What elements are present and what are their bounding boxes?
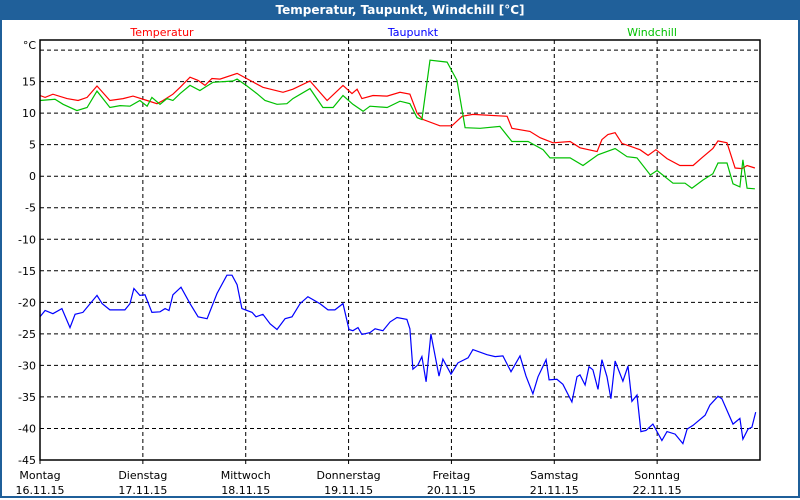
x-tick-date: 20.11.15 [427, 484, 476, 497]
x-tick-day: Dienstag [118, 469, 167, 482]
y-tick-label: -45 [18, 454, 36, 467]
legend-temperatur: Temperatur [129, 26, 194, 39]
y-tick-label: -5 [25, 202, 36, 215]
x-tick-date: 19.11.15 [324, 484, 373, 497]
x-tick-day: Donnerstag [316, 469, 380, 482]
x-tick-day: Montag [19, 469, 60, 482]
x-tick-day: Mittwoch [221, 469, 271, 482]
x-tick-date: 21.11.15 [530, 484, 579, 497]
y-axis-unit: °C [23, 39, 37, 52]
x-tick-date: 16.11.15 [16, 484, 65, 497]
y-tick-label: 5 [29, 139, 36, 152]
y-tick-label: -15 [18, 265, 36, 278]
series-line-temperatur [39, 72, 756, 170]
y-tick-label: -35 [18, 391, 36, 404]
legend-taupunkt: Taupunkt [387, 26, 439, 39]
x-tick-date: 18.11.15 [221, 484, 270, 497]
series-line-taupunkt [39, 274, 757, 445]
x-tick-day: Sonntag [634, 469, 680, 482]
grid [40, 40, 760, 461]
y-tick-label: -20 [18, 296, 36, 309]
x-axis: Montag 16.11.15 Dienstag 17.11.15 Mittwoch 18… [16, 460, 682, 497]
y-tick-label: 0 [29, 170, 36, 183]
y-tick-label: -30 [18, 359, 36, 372]
y-tick-label: -40 [18, 422, 36, 435]
plot-frame [39, 39, 761, 461]
x-tick-day: Freitag [433, 469, 471, 482]
x-tick-date: 17.11.15 [118, 484, 167, 497]
series-lines [39, 59, 757, 445]
y-tick-label: -10 [18, 233, 36, 246]
legend: Temperatur Taupunkt Windchill [129, 26, 677, 39]
y-tick-label: -25 [18, 328, 36, 341]
x-tick-date: 22.11.15 [633, 484, 682, 497]
y-axis: 15 10 5 0 -5 -10 -15 -20 -25 -30 -35 -40 -45 [18, 76, 36, 467]
series-line-windchill [39, 59, 755, 190]
x-tick-day: Samstag [530, 469, 578, 482]
y-tick-label: 15 [22, 76, 36, 89]
y-tick-label: 10 [22, 107, 36, 120]
window-title: Temperatur, Taupunkt, Windchill [°C] [0, 0, 800, 20]
legend-windchill: Windchill [627, 26, 677, 39]
